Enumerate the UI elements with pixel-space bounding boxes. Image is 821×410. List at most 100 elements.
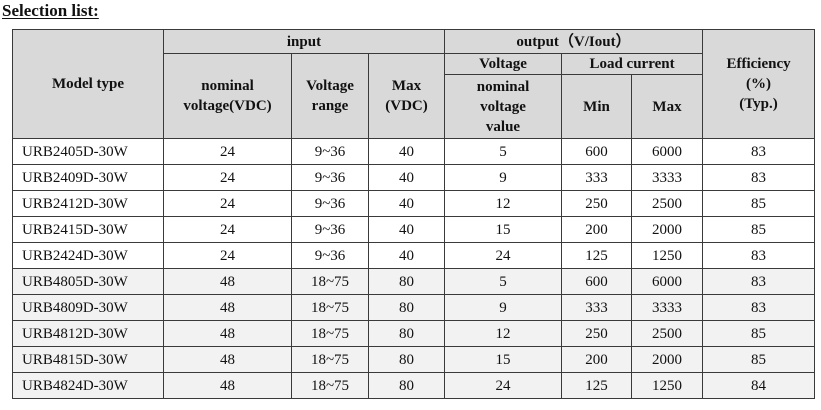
header-efficiency: Efficiency (%) (Typ.) xyxy=(702,29,816,139)
cell-max-vdc: 40 xyxy=(368,190,445,217)
header-nominal-voltage-value: nominal voltage value xyxy=(444,74,562,139)
cell-max-vdc: 80 xyxy=(368,346,445,373)
cell-voltage-range: 9~36 xyxy=(291,216,369,243)
cell-current-min: 250 xyxy=(561,320,632,347)
cell-output-voltage: 24 xyxy=(444,372,562,399)
cell-model: URB2424D-30W xyxy=(12,242,164,269)
cell-max-vdc: 80 xyxy=(368,268,445,295)
table-row: URB2424D-30W 24 9~36 40 24 125 1250 83 xyxy=(12,242,816,269)
cell-current-max: 1250 xyxy=(630,372,704,399)
cell-model: URB4805D-30W xyxy=(12,268,164,295)
cell-current-min: 600 xyxy=(561,268,632,295)
cell-efficiency: 85 xyxy=(702,320,816,347)
cell-model: URB2409D-30W xyxy=(12,164,164,191)
cell-output-voltage: 12 xyxy=(444,190,562,217)
cell-current-max: 2000 xyxy=(630,346,704,373)
cell-voltage-range: 9~36 xyxy=(291,242,369,269)
header-voltage-range-line: Voltage xyxy=(306,78,354,94)
header-max-vdc-line: (VDC) xyxy=(385,98,428,114)
table-row: URB4812D-30W 48 18~75 80 12 250 2500 85 xyxy=(12,320,816,347)
header-voltage-range: Voltage range xyxy=(291,53,369,139)
cell-voltage-range: 18~75 xyxy=(291,320,369,347)
cell-nominal-voltage: 24 xyxy=(163,216,292,243)
table-body: URB2405D-30W 24 9~36 40 5 600 6000 83 UR… xyxy=(12,138,816,399)
header-output-voltage: Voltage xyxy=(444,53,562,75)
cell-max-vdc: 40 xyxy=(368,164,445,191)
cell-current-min: 200 xyxy=(561,346,632,373)
cell-efficiency: 83 xyxy=(702,242,816,269)
cell-efficiency: 83 xyxy=(702,294,816,321)
cell-current-min: 600 xyxy=(561,138,632,165)
selection-table: Model type input output（V/Iout） Efficien… xyxy=(12,29,816,399)
header-efficiency-line: (Typ.) xyxy=(739,96,778,112)
cell-nominal-voltage: 48 xyxy=(163,268,292,295)
cell-nominal-voltage: 24 xyxy=(163,138,292,165)
cell-efficiency: 83 xyxy=(702,164,816,191)
cell-max-vdc: 40 xyxy=(368,242,445,269)
table-header: Model type input output（V/Iout） Efficien… xyxy=(12,29,816,139)
cell-nominal-voltage: 24 xyxy=(163,242,292,269)
cell-current-min: 200 xyxy=(561,216,632,243)
cell-efficiency: 85 xyxy=(702,216,816,243)
cell-model: URB2415D-30W xyxy=(12,216,164,243)
header-nominal-voltage-value-line: value xyxy=(485,118,521,135)
cell-efficiency: 83 xyxy=(702,138,816,165)
table-row: URB2409D-30W 24 9~36 40 9 333 3333 83 xyxy=(12,164,816,191)
header-nominal-voltage-line: nominal xyxy=(201,78,254,94)
cell-model: URB4815D-30W xyxy=(12,346,164,373)
cell-voltage-range: 18~75 xyxy=(291,346,369,373)
cell-voltage-range: 9~36 xyxy=(291,138,369,165)
cell-model: URB2405D-30W xyxy=(12,138,164,165)
cell-current-max: 6000 xyxy=(630,138,704,165)
table-row: URB2405D-30W 24 9~36 40 5 600 6000 83 xyxy=(12,138,816,165)
cell-max-vdc: 40 xyxy=(368,138,445,165)
cell-voltage-range: 9~36 xyxy=(291,190,369,217)
header-model-type: Model type xyxy=(12,29,164,139)
cell-voltage-range: 18~75 xyxy=(291,372,369,399)
cell-voltage-range: 9~36 xyxy=(291,164,369,191)
table-row: URB4824D-30W 48 18~75 80 24 125 1250 84 xyxy=(12,372,816,399)
cell-model: URB2412D-30W xyxy=(12,190,164,217)
header-output: output（V/Iout） xyxy=(443,29,704,54)
cell-output-voltage: 15 xyxy=(444,346,562,373)
cell-current-min: 125 xyxy=(561,242,632,269)
cell-nominal-voltage: 48 xyxy=(163,320,292,347)
cell-output-voltage: 12 xyxy=(444,320,562,347)
cell-model: URB4809D-30W xyxy=(12,294,164,321)
cell-output-voltage: 15 xyxy=(444,216,562,243)
header-voltage-range-line: range xyxy=(311,98,349,114)
cell-max-vdc: 40 xyxy=(368,216,445,243)
cell-current-max: 2500 xyxy=(630,190,704,217)
table-row: URB4809D-30W 48 18~75 80 9 333 3333 83 xyxy=(12,294,816,321)
cell-model: URB4824D-30W xyxy=(12,372,164,399)
cell-max-vdc: 80 xyxy=(368,372,445,399)
cell-voltage-range: 18~75 xyxy=(291,294,369,321)
cell-efficiency: 85 xyxy=(702,346,816,373)
header-efficiency-line: Efficiency xyxy=(726,56,791,72)
header-efficiency-line: (%) xyxy=(746,76,772,92)
header-load-current: Load current xyxy=(560,53,704,75)
cell-current-min: 125 xyxy=(561,372,632,399)
cell-output-voltage: 5 xyxy=(444,268,562,295)
cell-model: URB4812D-30W xyxy=(12,320,164,347)
header-nominal-voltage-line: voltage(VDC) xyxy=(183,98,272,114)
header-max-vdc: Max (VDC) xyxy=(368,53,445,139)
cell-nominal-voltage: 48 xyxy=(163,294,292,321)
cell-efficiency: 85 xyxy=(702,190,816,217)
cell-current-max: 2500 xyxy=(630,320,704,347)
header-load-current-max: Max xyxy=(630,74,704,139)
cell-current-max: 3333 xyxy=(630,294,704,321)
cell-max-vdc: 80 xyxy=(368,320,445,347)
cell-efficiency: 83 xyxy=(702,268,816,295)
cell-nominal-voltage: 48 xyxy=(163,372,292,399)
cell-efficiency: 84 xyxy=(702,372,816,399)
cell-current-max: 2000 xyxy=(630,216,704,243)
cell-current-max: 1250 xyxy=(630,242,704,269)
header-nominal-voltage-value-line: nominal xyxy=(476,78,530,95)
cell-output-voltage: 5 xyxy=(444,138,562,165)
cell-nominal-voltage: 48 xyxy=(163,346,292,373)
cell-nominal-voltage: 24 xyxy=(163,190,292,217)
cell-current-min: 333 xyxy=(561,294,632,321)
table-row: URB4815D-30W 48 18~75 80 15 200 2000 85 xyxy=(12,346,816,373)
header-nominal-voltage: nominal voltage(VDC) xyxy=(163,53,292,139)
